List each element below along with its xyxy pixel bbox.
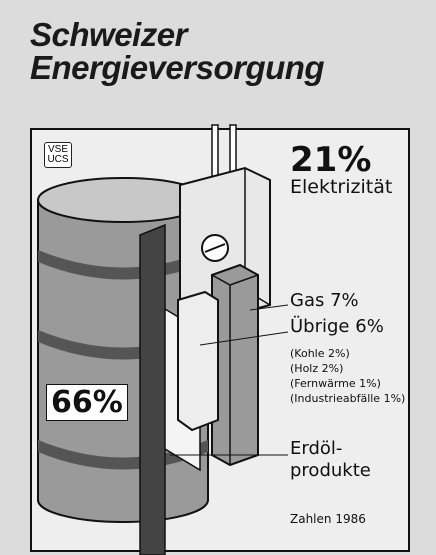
- breakdown-row: Industrieabfälle 1%: [290, 391, 420, 406]
- breakdown-row: Fernwärme 1%: [290, 376, 420, 391]
- category-label: Erdöl- produkte: [290, 438, 400, 482]
- breakdown-row: Kohle 2%: [290, 346, 420, 361]
- value-label: 6%: [355, 316, 384, 337]
- category-label: Übrige: [290, 316, 350, 337]
- breakdown-item: Fernwärme 1%: [290, 377, 381, 390]
- value-label: 21%: [290, 140, 371, 180]
- breakdown-name: Industrieabfälle: [294, 392, 380, 405]
- breakdown-value: 1%: [359, 377, 376, 390]
- note: Zahlen 1986: [290, 512, 366, 526]
- breakdown-name: Fernwärme: [294, 377, 355, 390]
- page: {"chart_data":{"type":"pictogram","title…: [0, 0, 436, 555]
- breakdown-name: Kohle: [294, 347, 324, 360]
- breakdown-item: Kohle 2%: [290, 347, 350, 360]
- breakdown: Kohle 2%Holz 2%Fernwärme 1%Industrieabfä…: [290, 346, 420, 406]
- breakdown-value: 2%: [322, 362, 339, 375]
- label-group: Übrige 6%: [290, 316, 384, 337]
- value-label: 7%: [330, 290, 359, 311]
- other-bar: [178, 292, 218, 430]
- breakdown-name: Holz: [294, 362, 318, 375]
- breakdown-value: 2%: [328, 347, 345, 360]
- logo-line: UCS: [45, 155, 71, 165]
- breakdown-row: Holz 2%: [290, 361, 420, 376]
- value-label: 66%: [46, 384, 128, 421]
- breakdown-value: 1%: [384, 392, 401, 405]
- breakdown-item: Industrieabfälle 1%: [290, 392, 405, 405]
- label-group: Gas 7%: [290, 290, 359, 311]
- category-label: Gas: [290, 290, 324, 311]
- breakdown-item: Holz 2%: [290, 362, 343, 375]
- category-label: Elektrizität: [290, 176, 392, 198]
- cable: [140, 225, 165, 555]
